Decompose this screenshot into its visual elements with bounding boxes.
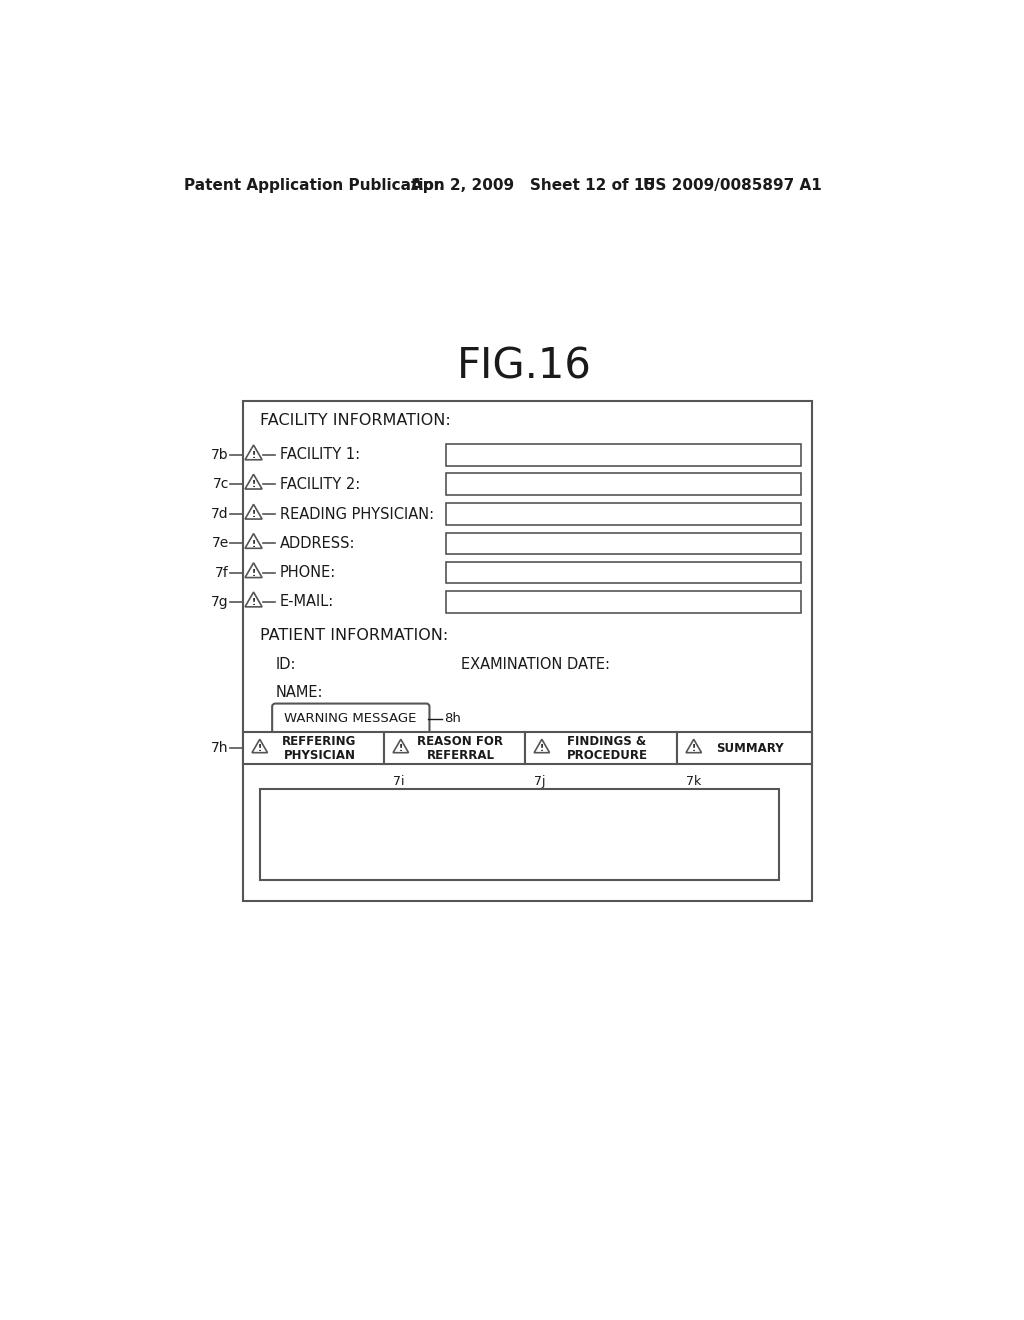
Text: Patent Application Publication: Patent Application Publication (183, 178, 444, 193)
Text: SUMMARY: SUMMARY (717, 742, 784, 755)
Text: FIG.16: FIG.16 (458, 346, 592, 387)
Bar (445, 533, 801, 554)
Polygon shape (245, 533, 262, 548)
Bar (445, 503, 801, 525)
Polygon shape (245, 562, 262, 578)
Polygon shape (245, 504, 262, 519)
Text: WARNING MESSAGE: WARNING MESSAGE (285, 713, 417, 726)
Text: PHYSICIAN: PHYSICIAN (284, 748, 355, 762)
Bar (260, 789, 779, 880)
Text: 7c: 7c (212, 477, 228, 491)
Polygon shape (535, 739, 550, 752)
Text: 8h: 8h (444, 713, 461, 726)
Text: 7i: 7i (393, 775, 404, 788)
Polygon shape (245, 593, 262, 607)
Text: NAME:: NAME: (275, 685, 323, 701)
Text: 7b: 7b (211, 447, 228, 462)
Bar (243, 401, 812, 902)
Text: ID:: ID: (275, 657, 296, 672)
Polygon shape (252, 739, 267, 752)
Bar (243, 733, 384, 764)
Text: Apr. 2, 2009   Sheet 12 of 15: Apr. 2, 2009 Sheet 12 of 15 (411, 178, 655, 193)
Text: !: ! (258, 744, 262, 754)
Text: !: ! (540, 744, 544, 754)
Text: US 2009/0085897 A1: US 2009/0085897 A1 (643, 178, 822, 193)
Bar (384, 733, 524, 764)
Polygon shape (245, 445, 262, 459)
Text: !: ! (691, 744, 696, 754)
Text: EXAMINATION DATE:: EXAMINATION DATE: (461, 657, 610, 672)
Text: !: ! (398, 744, 402, 754)
Polygon shape (245, 474, 262, 488)
Bar (677, 733, 812, 764)
Text: !: ! (252, 511, 256, 519)
Text: PATIENT INFORMATION:: PATIENT INFORMATION: (260, 628, 449, 643)
Text: 7h: 7h (211, 742, 228, 755)
Text: REFFERING: REFFERING (283, 735, 356, 748)
Text: 7e: 7e (212, 536, 228, 550)
Text: !: ! (252, 569, 256, 578)
Text: 7k: 7k (686, 775, 701, 788)
FancyBboxPatch shape (272, 704, 429, 734)
Text: FACILITY INFORMATION:: FACILITY INFORMATION: (260, 413, 451, 428)
Text: 7j: 7j (535, 775, 546, 788)
Polygon shape (686, 739, 701, 752)
Text: ADDRESS:: ADDRESS: (280, 536, 355, 550)
Text: FACILITY 1:: FACILITY 1: (280, 447, 360, 462)
Bar (445, 591, 801, 612)
Text: !: ! (252, 480, 256, 490)
Text: PROCEDURE: PROCEDURE (566, 748, 647, 762)
Text: !: ! (252, 540, 256, 549)
Bar (445, 474, 801, 495)
Text: !: ! (252, 598, 256, 607)
Text: 7d: 7d (211, 507, 228, 521)
Bar (524, 733, 677, 764)
Text: 7g: 7g (211, 595, 228, 609)
Text: FACILITY 2:: FACILITY 2: (280, 477, 360, 491)
Text: REASON FOR: REASON FOR (418, 735, 504, 748)
Bar (445, 444, 801, 466)
Polygon shape (393, 739, 409, 752)
Text: READING PHYSICIAN:: READING PHYSICIAN: (280, 507, 434, 521)
Text: REFERRAL: REFERRAL (426, 748, 495, 762)
Bar (445, 562, 801, 583)
Text: FINDINGS &: FINDINGS & (567, 735, 646, 748)
Text: PHONE:: PHONE: (280, 565, 336, 581)
Text: 7f: 7f (215, 566, 228, 579)
Text: E-MAIL:: E-MAIL: (280, 594, 334, 610)
Text: !: ! (252, 451, 256, 461)
